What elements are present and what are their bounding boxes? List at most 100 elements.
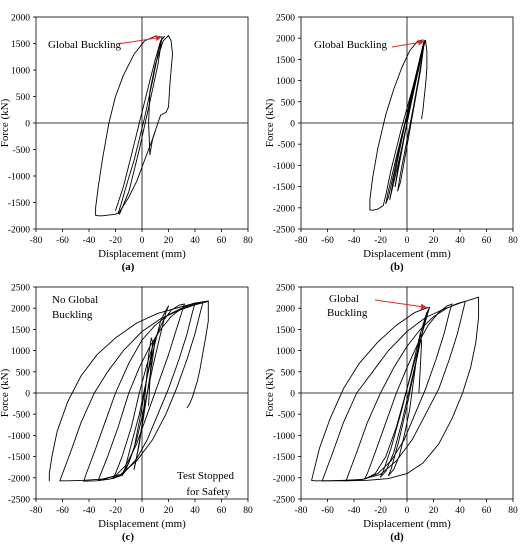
hysteresis-curve-5 <box>117 37 163 214</box>
x-tick-label: -40 <box>83 506 96 516</box>
annotation-arrow <box>374 299 427 308</box>
y-tick-label: 2000 <box>276 305 295 315</box>
y-tick-label: -2000 <box>273 204 295 214</box>
y-tick-label: -1000 <box>8 173 30 183</box>
annotation-text: No Global <box>52 294 98 306</box>
y-tick-label: 1000 <box>276 347 295 357</box>
x-tick-label: 40 <box>455 506 465 516</box>
x-tick-label: 0 <box>405 506 410 516</box>
hysteresis-curve-11 <box>59 300 209 482</box>
hysteresis-curve-8 <box>345 303 453 482</box>
y-tick-label: 0 <box>290 120 295 130</box>
y-tick-label: -1500 <box>8 199 30 209</box>
x-tick-label: 40 <box>190 236 200 246</box>
hysteresis-curve-6 <box>95 212 119 217</box>
annotation-text: Global Buckling <box>48 39 122 51</box>
y-tick-label: -2500 <box>273 226 295 236</box>
y-axis-title: Force (kN) <box>264 368 276 417</box>
annotation-arrow <box>117 36 162 45</box>
y-tick-label: 1000 <box>11 347 30 357</box>
y-tick-label: 0 <box>25 120 30 130</box>
hysteresis-curve-2 <box>160 35 173 116</box>
y-tick-label: 2500 <box>276 14 295 24</box>
y-tick-label: 0 <box>25 390 30 400</box>
annotation-text: Buckling <box>327 307 368 319</box>
x-tick-label: 20 <box>429 236 439 246</box>
hysteresis-curve-13 <box>311 306 429 481</box>
y-axis-title: Force (kN) <box>264 98 276 147</box>
hysteresis-curve-8 <box>83 302 196 482</box>
panel-d: -80 -60 -40 -20 0 20 40 60 80 -2500 -2000 -1500 -100… <box>264 284 518 544</box>
hysteresis-curve-11 <box>321 296 480 482</box>
x-tick-label: -60 <box>321 236 334 246</box>
hysteresis-curve-3 <box>121 305 169 477</box>
x-tick-label: 40 <box>190 506 200 516</box>
y-tick-label: 500 <box>16 93 31 103</box>
y-axis-title: Force (kN) <box>0 98 11 147</box>
x-tick-label: 40 <box>455 236 465 246</box>
y-tick-label: 1500 <box>11 326 30 336</box>
hysteresis-curve-3 <box>397 41 425 192</box>
x-tick-label: -60 <box>321 506 334 516</box>
y-tick-label: 500 <box>16 368 31 378</box>
x-tick-label: 20 <box>429 506 439 516</box>
x-tick-label: 20 <box>164 236 174 246</box>
y-tick-label: 1000 <box>11 67 30 77</box>
y-tick-label: -1000 <box>273 432 295 442</box>
hysteresis-curve-1 <box>148 35 169 156</box>
y-tick-label: 2000 <box>11 305 30 315</box>
y-tick-label: 500 <box>281 368 296 378</box>
panel-a: -80 -60 -40 -20 0 20 40 60 80 -2000 -1500 -1000 -500… <box>0 14 253 274</box>
panel-c: -80 -60 -40 -20 0 20 40 60 80 -2500 -2000 -1500 -100… <box>0 284 253 544</box>
x-tick-label: -80 <box>295 236 308 246</box>
panel-label: (a) <box>122 261 135 273</box>
y-tick-label: 2500 <box>11 284 30 294</box>
y-tick-label: 2000 <box>276 35 295 45</box>
hysteresis-curve-6 <box>97 303 185 481</box>
y-tick-label: -2000 <box>8 226 30 236</box>
hysteresis-curve-10 <box>369 39 425 211</box>
y-tick-label: 1500 <box>11 40 30 50</box>
y-tick-label: -500 <box>13 411 31 421</box>
y-tick-label: 1000 <box>276 77 295 87</box>
x-tick-label: -80 <box>30 506 43 516</box>
panel-label: (b) <box>390 261 404 273</box>
hysteresis-curve-12 <box>421 40 428 120</box>
x-tick-label: 80 <box>508 236 518 246</box>
y-tick-label: -1000 <box>8 432 30 442</box>
x-tick-label: -20 <box>109 506 122 516</box>
x-tick-label: 80 <box>243 506 253 516</box>
y-tick-label: -2000 <box>8 474 30 484</box>
hysteresis-curve-3 <box>117 114 162 214</box>
hysteresis-curve-10 <box>59 301 204 482</box>
x-tick-label: -40 <box>83 236 96 246</box>
panel-label: (d) <box>390 531 404 543</box>
annotation-text: Test Stopped <box>177 470 234 482</box>
x-tick-label: -80 <box>295 506 308 516</box>
y-tick-label: 1500 <box>276 56 295 66</box>
y-tick-label: -2000 <box>273 474 295 484</box>
x-tick-label: -60 <box>56 236 69 246</box>
y-tick-label: -1000 <box>273 162 295 172</box>
hysteresis-curve-7 <box>97 302 196 481</box>
x-tick-label: 80 <box>243 236 253 246</box>
x-tick-label: 60 <box>482 506 492 516</box>
x-axis-title: Displacement (mm) <box>98 248 186 260</box>
y-tick-label: -1500 <box>8 453 30 463</box>
panel-b: -80 -60 -40 -20 0 20 40 60 80 -2500 -2000 -1500 -100… <box>264 14 518 274</box>
x-axis-title: Displacement (mm) <box>363 518 451 530</box>
x-tick-label: 0 <box>140 506 145 516</box>
x-tick-label: 0 <box>140 236 145 246</box>
annotation-arrowhead <box>155 35 162 42</box>
annotation-text: Global <box>329 293 359 305</box>
x-axis-title: Displacement (mm) <box>363 248 451 260</box>
hysteresis-curve-4 <box>117 37 163 215</box>
y-tick-label: -500 <box>278 411 296 421</box>
annotation-arrowhead <box>417 39 425 46</box>
hysteresis-curve-9 <box>83 301 204 482</box>
hysteresis-curve-4 <box>112 305 169 480</box>
x-axis-title: Displacement (mm) <box>98 518 186 530</box>
x-tick-label: -20 <box>374 236 387 246</box>
hysteresis-curve-12 <box>311 296 480 482</box>
x-tick-label: -20 <box>374 506 387 516</box>
